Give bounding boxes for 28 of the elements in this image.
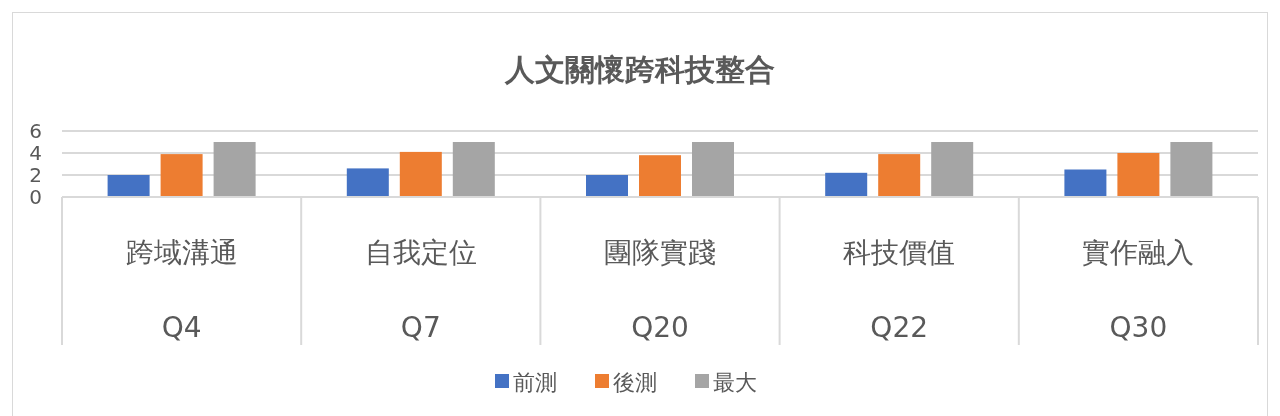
- bar: [1117, 153, 1160, 197]
- category-label: 自我定位 Q7: [364, 236, 477, 344]
- legend-label: 最大: [713, 370, 757, 395]
- bar: [586, 175, 628, 197]
- y-tick-label: 6: [29, 119, 42, 143]
- category-label: 實作融入 Q30: [1082, 236, 1195, 344]
- bar: [1170, 142, 1213, 197]
- bar: [825, 172, 868, 197]
- category-label: 跨域溝通 Q4: [125, 236, 238, 344]
- bar: [452, 142, 495, 197]
- bar: [878, 154, 921, 197]
- bar: [346, 168, 389, 197]
- category-label: 團隊實踐 Q20: [604, 236, 716, 344]
- chart-title: 人文關懷跨科技整合: [504, 52, 775, 87]
- bar: [639, 155, 681, 197]
- legend-label: 前測: [513, 370, 557, 395]
- bar: [931, 142, 974, 197]
- y-tick-label: 0: [29, 185, 42, 209]
- y-tick-label: 2: [29, 163, 42, 187]
- category-label: 科技價值 Q22: [843, 236, 956, 344]
- bar: [213, 142, 256, 197]
- bar: [399, 151, 442, 197]
- legend-label: 後測: [613, 370, 657, 395]
- bar: [160, 154, 203, 197]
- y-tick-label: 4: [29, 141, 42, 165]
- bar: [107, 175, 150, 197]
- bar: [692, 142, 734, 197]
- bar: [1064, 169, 1107, 197]
